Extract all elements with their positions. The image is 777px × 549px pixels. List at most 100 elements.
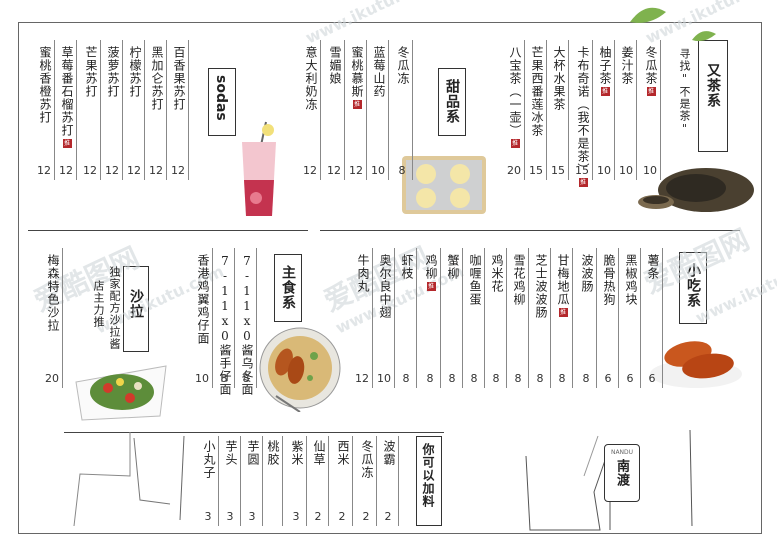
snack-item-price: 8 [426,372,434,385]
soda-title-box: sodas [208,68,236,136]
snack-item-name: 波波肠 [580,254,594,293]
column-separator [306,436,307,526]
tea-item-name: 柚子茶推 [598,46,612,96]
tea-subtitle: 寻找"不是茶" [678,48,691,136]
column-separator [328,436,329,526]
outer-frame [18,22,762,534]
addon-item-name: 芋圆 [246,440,260,466]
salad-subtitle-line: 独家配方沙拉酱 [108,266,121,350]
column-separator [320,40,321,180]
column-separator [596,248,597,388]
dessert-item-name: 蓝莓山药 [372,46,386,98]
snack-item-price: 6 [626,372,634,385]
column-separator [416,248,417,388]
snack-item-name: 雪花鸡柳 [512,254,526,306]
column-separator [484,248,485,388]
column-separator [550,248,551,388]
dessert-item-name: 雪媚娘 [328,46,342,85]
tea-item-price: 15 [551,164,565,177]
addon-item-name: 波霸 [382,440,396,466]
column-separator [188,40,189,180]
snack-item-price: 8 [470,372,478,385]
recommend-stamp-icon: 推 [62,139,72,148]
leaf-icon [630,7,666,23]
column-separator [524,40,525,180]
addon-title-box: 你可以加料 [416,436,442,526]
salad-image [75,365,167,421]
snack-item-price: 8 [514,372,522,385]
dessert-image [402,156,486,214]
snack-item-price: 8 [402,372,410,385]
snack-item-price: 8 [448,372,456,385]
dessert-title-box: 甜品系 [438,68,466,136]
column-separator [76,40,77,180]
snack-item-name: 鸡柳推 [424,254,438,291]
column-separator [344,40,345,180]
dessert-item-price: 12 [327,164,341,177]
column-separator [376,436,377,526]
snack-item-price: 8 [558,372,566,385]
salad-subtitle-line: 店主力推 [92,280,105,328]
snack-title: 小吃系 [685,263,701,308]
column-separator [636,40,637,180]
column-separator [122,40,123,180]
column-separator [262,436,263,526]
snack-item-price: 8 [582,372,590,385]
column-separator [352,436,353,526]
column-separator [256,248,257,388]
tea-item-price: 15 [575,164,589,177]
column-separator [282,436,283,526]
staple-item-price: 8 [242,372,250,385]
addon-item-name: 仙草 [312,440,326,466]
brand-latin: NANDU [610,449,634,456]
staple-item-name: 香港鸡翼鸡仔面 [196,254,210,345]
snack-title-box: 小吃系 [679,252,707,324]
soda-item-name: 菠萝苏打 [106,46,120,98]
tea-item-price: 10 [619,164,633,177]
snack-item-price: 8 [492,372,500,385]
addon-title: 你可以加料 [421,443,435,508]
column-separator [54,40,55,180]
soda-item-name: 芒果苏打 [84,46,98,98]
snack-item-name: 鸡米花 [490,254,504,293]
divider [28,230,308,231]
snack-item-name: 甘梅地瓜推 [556,254,570,317]
snack-item-name: 脆骨热狗 [602,254,616,306]
snack-item-price: 10 [377,372,391,385]
addon-item-price: 3 [248,510,256,523]
snack-item-price: 12 [355,372,369,385]
salad-item-price: 20 [45,372,59,385]
addon-item-name: 小丸子 [202,440,216,479]
column-separator [212,248,213,388]
tea-title: 又茶系 [705,63,721,108]
soda-item-name: 蜜桃香橙苏打 [38,46,52,124]
column-separator [388,40,389,180]
column-separator [144,40,145,180]
soda-item-price: 12 [37,164,51,177]
column-separator [218,436,219,526]
salad-title: 沙拉 [128,289,144,319]
column-separator [234,248,235,388]
column-separator [506,248,507,388]
column-separator [462,248,463,388]
snack-item-name: 牛肉丸 [356,254,370,293]
column-separator [240,436,241,526]
snack-item-name: 薯条 [646,254,660,280]
recommend-stamp-icon: 推 [600,87,610,96]
soda-item-price: 12 [59,164,73,177]
snack-item-name: 咖喱鱼蛋 [468,254,482,306]
column-separator [62,248,63,388]
soda-item-price: 12 [127,164,141,177]
staple-title: 主食系 [280,265,296,310]
column-separator [366,40,367,180]
column-separator [394,248,395,388]
brand-box: NANDU 南渡 [604,444,640,502]
tea-item-name: 卡布奇诺（我不是茶）推 [576,46,590,187]
chicken-wings-image [650,341,742,388]
tea-item-price: 20 [507,164,521,177]
salad-item-name: 梅森特色沙拉 [46,254,60,332]
soda-item-price: 12 [83,164,97,177]
dessert-item-price: 8 [398,164,406,177]
column-separator [528,248,529,388]
